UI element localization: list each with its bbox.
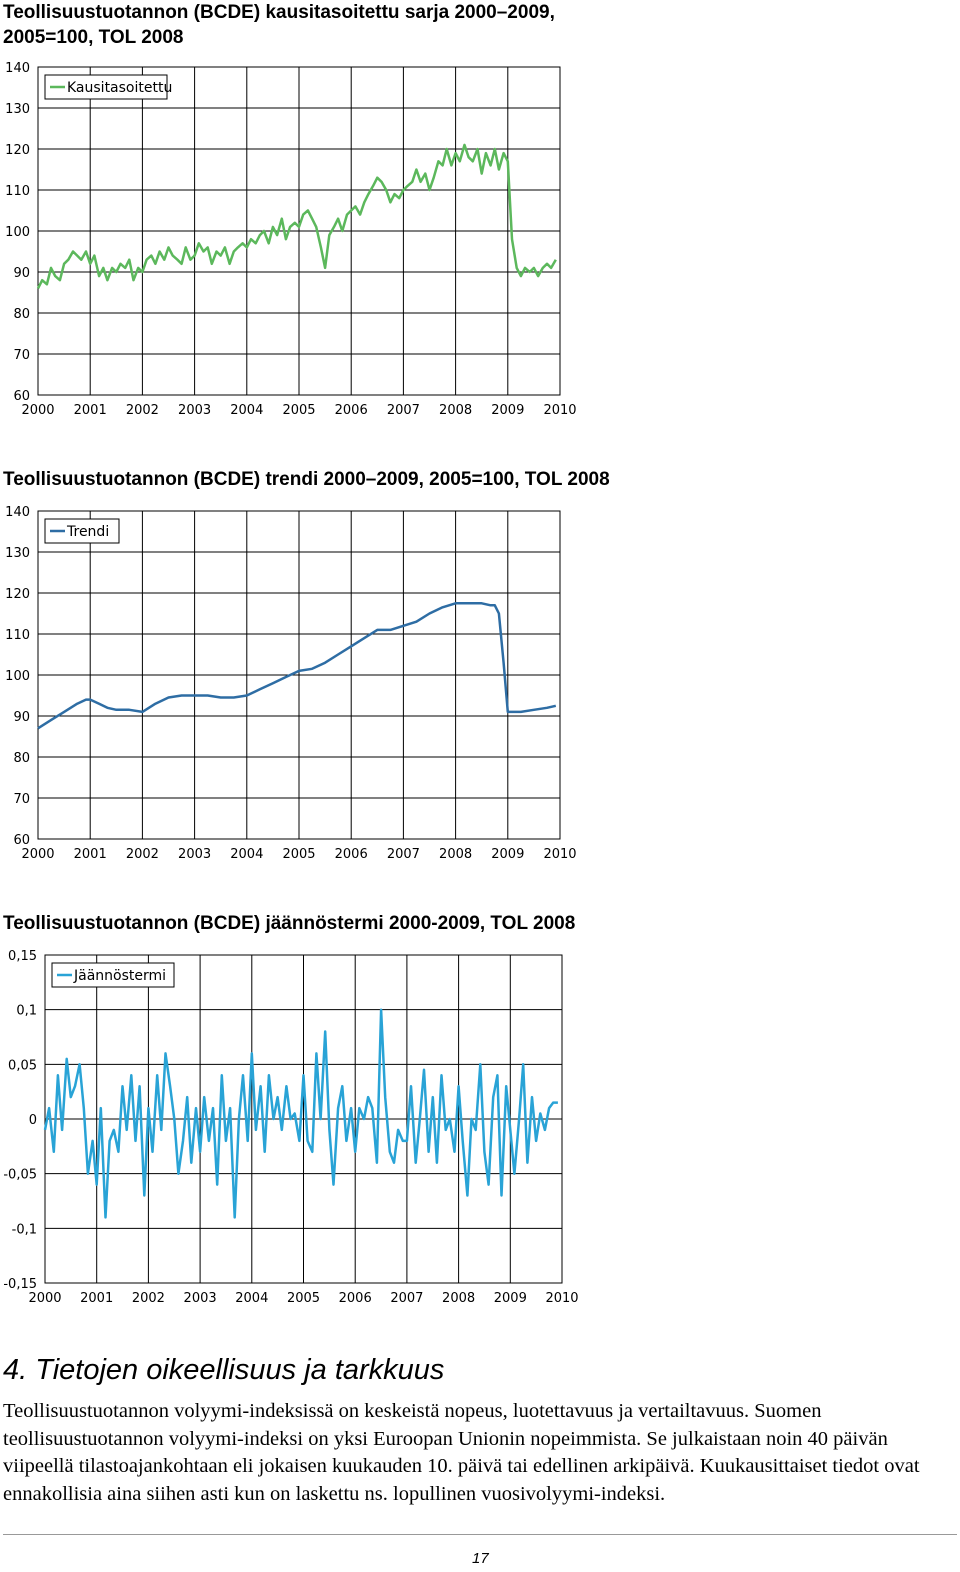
y-tick-label: 0 xyxy=(29,1113,37,1128)
x-tick-label: 2002 xyxy=(126,403,159,418)
residual-chart: 2000 2001 2002 2003 2004 2005 2006 2007 2008 2009… xyxy=(3,949,578,1306)
trend-chart: 2000 2001 2002 2003 2004 2005 2006 2007 2008 2009… xyxy=(5,505,576,862)
x-tick-label: 2000 xyxy=(28,1291,61,1306)
y-tick-label: 80 xyxy=(13,307,30,322)
y-tick-label: 120 xyxy=(5,143,30,158)
x-tick-label: 2004 xyxy=(235,1291,268,1306)
series-line xyxy=(36,143,557,289)
y-tick-label: 120 xyxy=(5,587,30,602)
section-heading: 4. Tietojen oikeellisuus ja tarkkuus xyxy=(3,1354,445,1386)
x-tick-label: 2009 xyxy=(491,403,524,418)
y-tick-label: 110 xyxy=(5,628,30,643)
y-tick-label: 70 xyxy=(13,792,30,807)
y-tick-label: 60 xyxy=(13,389,30,404)
x-tick-label: 2010 xyxy=(543,847,576,862)
x-tick-label: 2010 xyxy=(545,1291,578,1306)
y-tick-label: 110 xyxy=(5,184,30,199)
y-tick-label: 90 xyxy=(13,710,30,725)
x-tick-label: 2003 xyxy=(178,403,211,418)
x-tick-label: 2002 xyxy=(132,1291,165,1306)
y-tick-label: 0,1 xyxy=(16,1004,37,1019)
x-tick-label: 2008 xyxy=(439,403,472,418)
x-tick-label: 2003 xyxy=(178,847,211,862)
x-tick-label: 2001 xyxy=(74,403,107,418)
chart-3-title: Teollisuustuotannon (BCDE) jäännöstermi … xyxy=(3,913,576,934)
legend-box xyxy=(51,962,175,988)
x-tick-label: 2010 xyxy=(543,403,576,418)
x-tick-label: 2007 xyxy=(387,403,420,418)
x-tick-label: 2000 xyxy=(21,847,54,862)
x-tick-label: 2008 xyxy=(442,1291,475,1306)
seasonally-adjusted-chart: 2000 2001 2002 2003 2004 2005 2006 2007 2008 2009… xyxy=(5,61,576,418)
y-tick-label: 90 xyxy=(13,266,30,281)
x-tick-label: 2008 xyxy=(439,847,472,862)
y-tick-label: 130 xyxy=(5,102,30,117)
x-tick-label: 2006 xyxy=(335,847,368,862)
series-line xyxy=(37,602,557,730)
y-tick-label: -0,05 xyxy=(3,1168,37,1183)
x-tick-label: 2005 xyxy=(287,1291,320,1306)
y-tick-label: -0,1 xyxy=(12,1222,37,1237)
x-tick-label: 2006 xyxy=(335,403,368,418)
x-tick-label: 2002 xyxy=(126,847,159,862)
y-tick-label: 130 xyxy=(5,546,30,561)
page-number: 17 xyxy=(472,1550,489,1567)
chart-2-title: Teollisuustuotannon (BCDE) trendi 2000–2… xyxy=(3,469,610,490)
x-tick-label: 2005 xyxy=(282,403,315,418)
y-tick-label: 140 xyxy=(5,61,30,76)
x-tick-label: 2001 xyxy=(80,1291,113,1306)
x-tick-label: 2005 xyxy=(282,847,315,862)
section-body-text: Teollisuustuotannon volyymi-indeksissä o… xyxy=(3,1400,920,1505)
y-tick-label: 0,15 xyxy=(8,949,37,964)
legend-label: Trendi xyxy=(66,524,109,540)
legend-label: Kausitasoitettu xyxy=(67,80,172,96)
x-tick-label: 2000 xyxy=(21,403,54,418)
x-tick-label: 2003 xyxy=(184,1291,217,1306)
x-tick-label: 2004 xyxy=(230,847,263,862)
x-tick-label: 2007 xyxy=(387,847,420,862)
y-tick-label: 70 xyxy=(13,348,30,363)
chart-1-title: Teollisuustuotannon (BCDE) kausitasoitet… xyxy=(3,2,555,48)
y-tick-label: -0,15 xyxy=(3,1277,37,1292)
x-tick-label: 2004 xyxy=(230,403,263,418)
footer-divider xyxy=(3,1534,957,1535)
legend-label: Jäännöstermi xyxy=(73,968,166,984)
x-tick-label: 2001 xyxy=(74,847,107,862)
y-tick-label: 0,05 xyxy=(8,1058,37,1073)
legend-box xyxy=(44,74,168,100)
y-tick-label: 140 xyxy=(5,505,30,520)
y-tick-label: 60 xyxy=(13,833,30,848)
y-tick-label: 100 xyxy=(5,669,30,684)
series-line xyxy=(43,1008,558,1219)
x-tick-label: 2006 xyxy=(339,1291,372,1306)
x-tick-label: 2009 xyxy=(494,1291,527,1306)
y-tick-label: 80 xyxy=(13,751,30,766)
x-tick-label: 2007 xyxy=(390,1291,423,1306)
x-tick-label: 2009 xyxy=(491,847,524,862)
y-tick-label: 100 xyxy=(5,225,30,240)
